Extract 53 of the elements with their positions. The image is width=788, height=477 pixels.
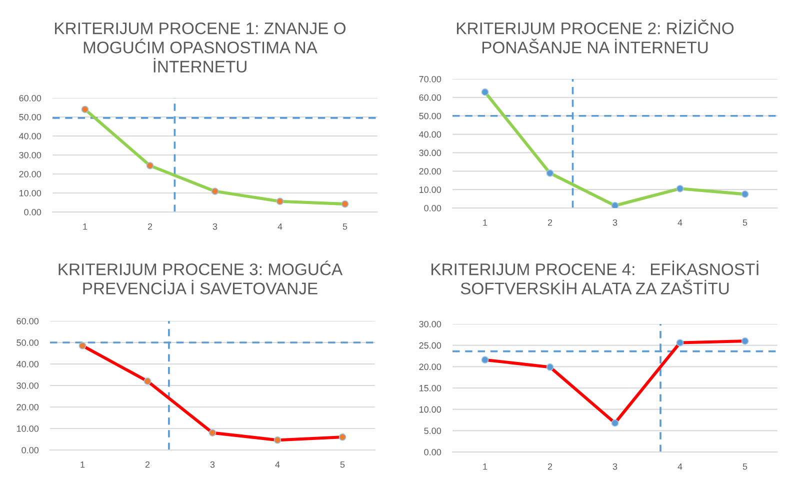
y-tick-label: 25.00 [419, 342, 442, 349]
y-tick-label: 50.00 [419, 112, 442, 120]
y-tick-label: 30.00 [16, 382, 39, 389]
y-tick-label: 40.00 [19, 132, 42, 140]
chart-title: KRITERIJUM PROCENE 1: ZNANJE O MOGUĆIM OPASNOSTIMA NA İNTERNETU [55, 22, 346, 73]
y-tick-label: 30.00 [419, 320, 442, 328]
y-tick-label: 20.00 [419, 168, 442, 175]
y-tick-label: 60.00 [19, 94, 42, 102]
y-tick-label: 5.00 [424, 428, 442, 434]
y-tick-label: 60.00 [16, 318, 39, 324]
x-tick-label: 5 [742, 463, 748, 470]
y-tick-label: 10.00 [16, 425, 39, 432]
y-tick-label: 20.00 [419, 364, 442, 370]
x-tick-label: 2 [148, 223, 152, 230]
x-tick-label: 5 [342, 223, 348, 230]
x-tick-label: 1 [80, 461, 85, 468]
y-tick-label: 15.00 [419, 384, 442, 392]
y-tick-label: 20.00 [16, 404, 39, 410]
x-tick-label: 1 [83, 223, 88, 230]
x-tick-label: 1 [483, 463, 488, 470]
chart-title: KRITERIJUM PROCENE 4: EFİKASNOSTİ SOFTVERSKİH ALATA ZA ZAŠTİTU [432, 260, 758, 294]
y-tick-label: 70.00 [419, 76, 442, 82]
y-tick-label: 50.00 [19, 114, 42, 120]
y-tick-label: 0.00 [22, 446, 39, 454]
y-tick-label: 10.00 [419, 186, 442, 193]
x-tick-label: 2 [145, 461, 150, 468]
x-tick-label: 4 [678, 219, 682, 226]
y-tick-label: 30.00 [19, 152, 42, 158]
y-tick-label: 50.00 [16, 339, 39, 346]
x-tick-label: 3 [212, 223, 218, 230]
y-tick-label: 30.00 [419, 150, 442, 156]
x-tick-label: 2 [548, 463, 552, 470]
x-tick-label: 5 [742, 219, 748, 226]
chart-title: KRITERIJUM PROCENE 3: MOGUĆA PREVENCİJA İ SAVETOVANJE [58, 260, 343, 294]
y-tick-label: 0.00 [24, 208, 42, 216]
y-tick-label: 10.00 [419, 406, 442, 413]
x-tick-label: 3 [210, 461, 215, 468]
x-tick-label: 2 [548, 219, 552, 226]
y-tick-label: 10.00 [19, 190, 42, 196]
chart-title: KRITERIJUM PROCENE 2: RİZİČNO PONAŠANJE NA İNTERNETU [457, 20, 734, 54]
y-tick-label: 40.00 [419, 131, 442, 138]
y-tick-label: 20.00 [19, 170, 42, 178]
x-tick-label: 1 [483, 219, 488, 226]
y-tick-label: 60.00 [419, 94, 442, 101]
x-tick-label: 4 [275, 461, 280, 468]
y-tick-label: 0.00 [424, 204, 442, 212]
x-tick-label: 5 [340, 461, 345, 468]
x-tick-label: 3 [612, 219, 618, 226]
y-tick-label: 0.00 [424, 448, 442, 456]
y-tick-label: 40.00 [16, 360, 39, 368]
x-tick-label: 4 [678, 463, 682, 470]
x-tick-label: 3 [612, 463, 618, 470]
x-tick-label: 4 [278, 223, 282, 230]
